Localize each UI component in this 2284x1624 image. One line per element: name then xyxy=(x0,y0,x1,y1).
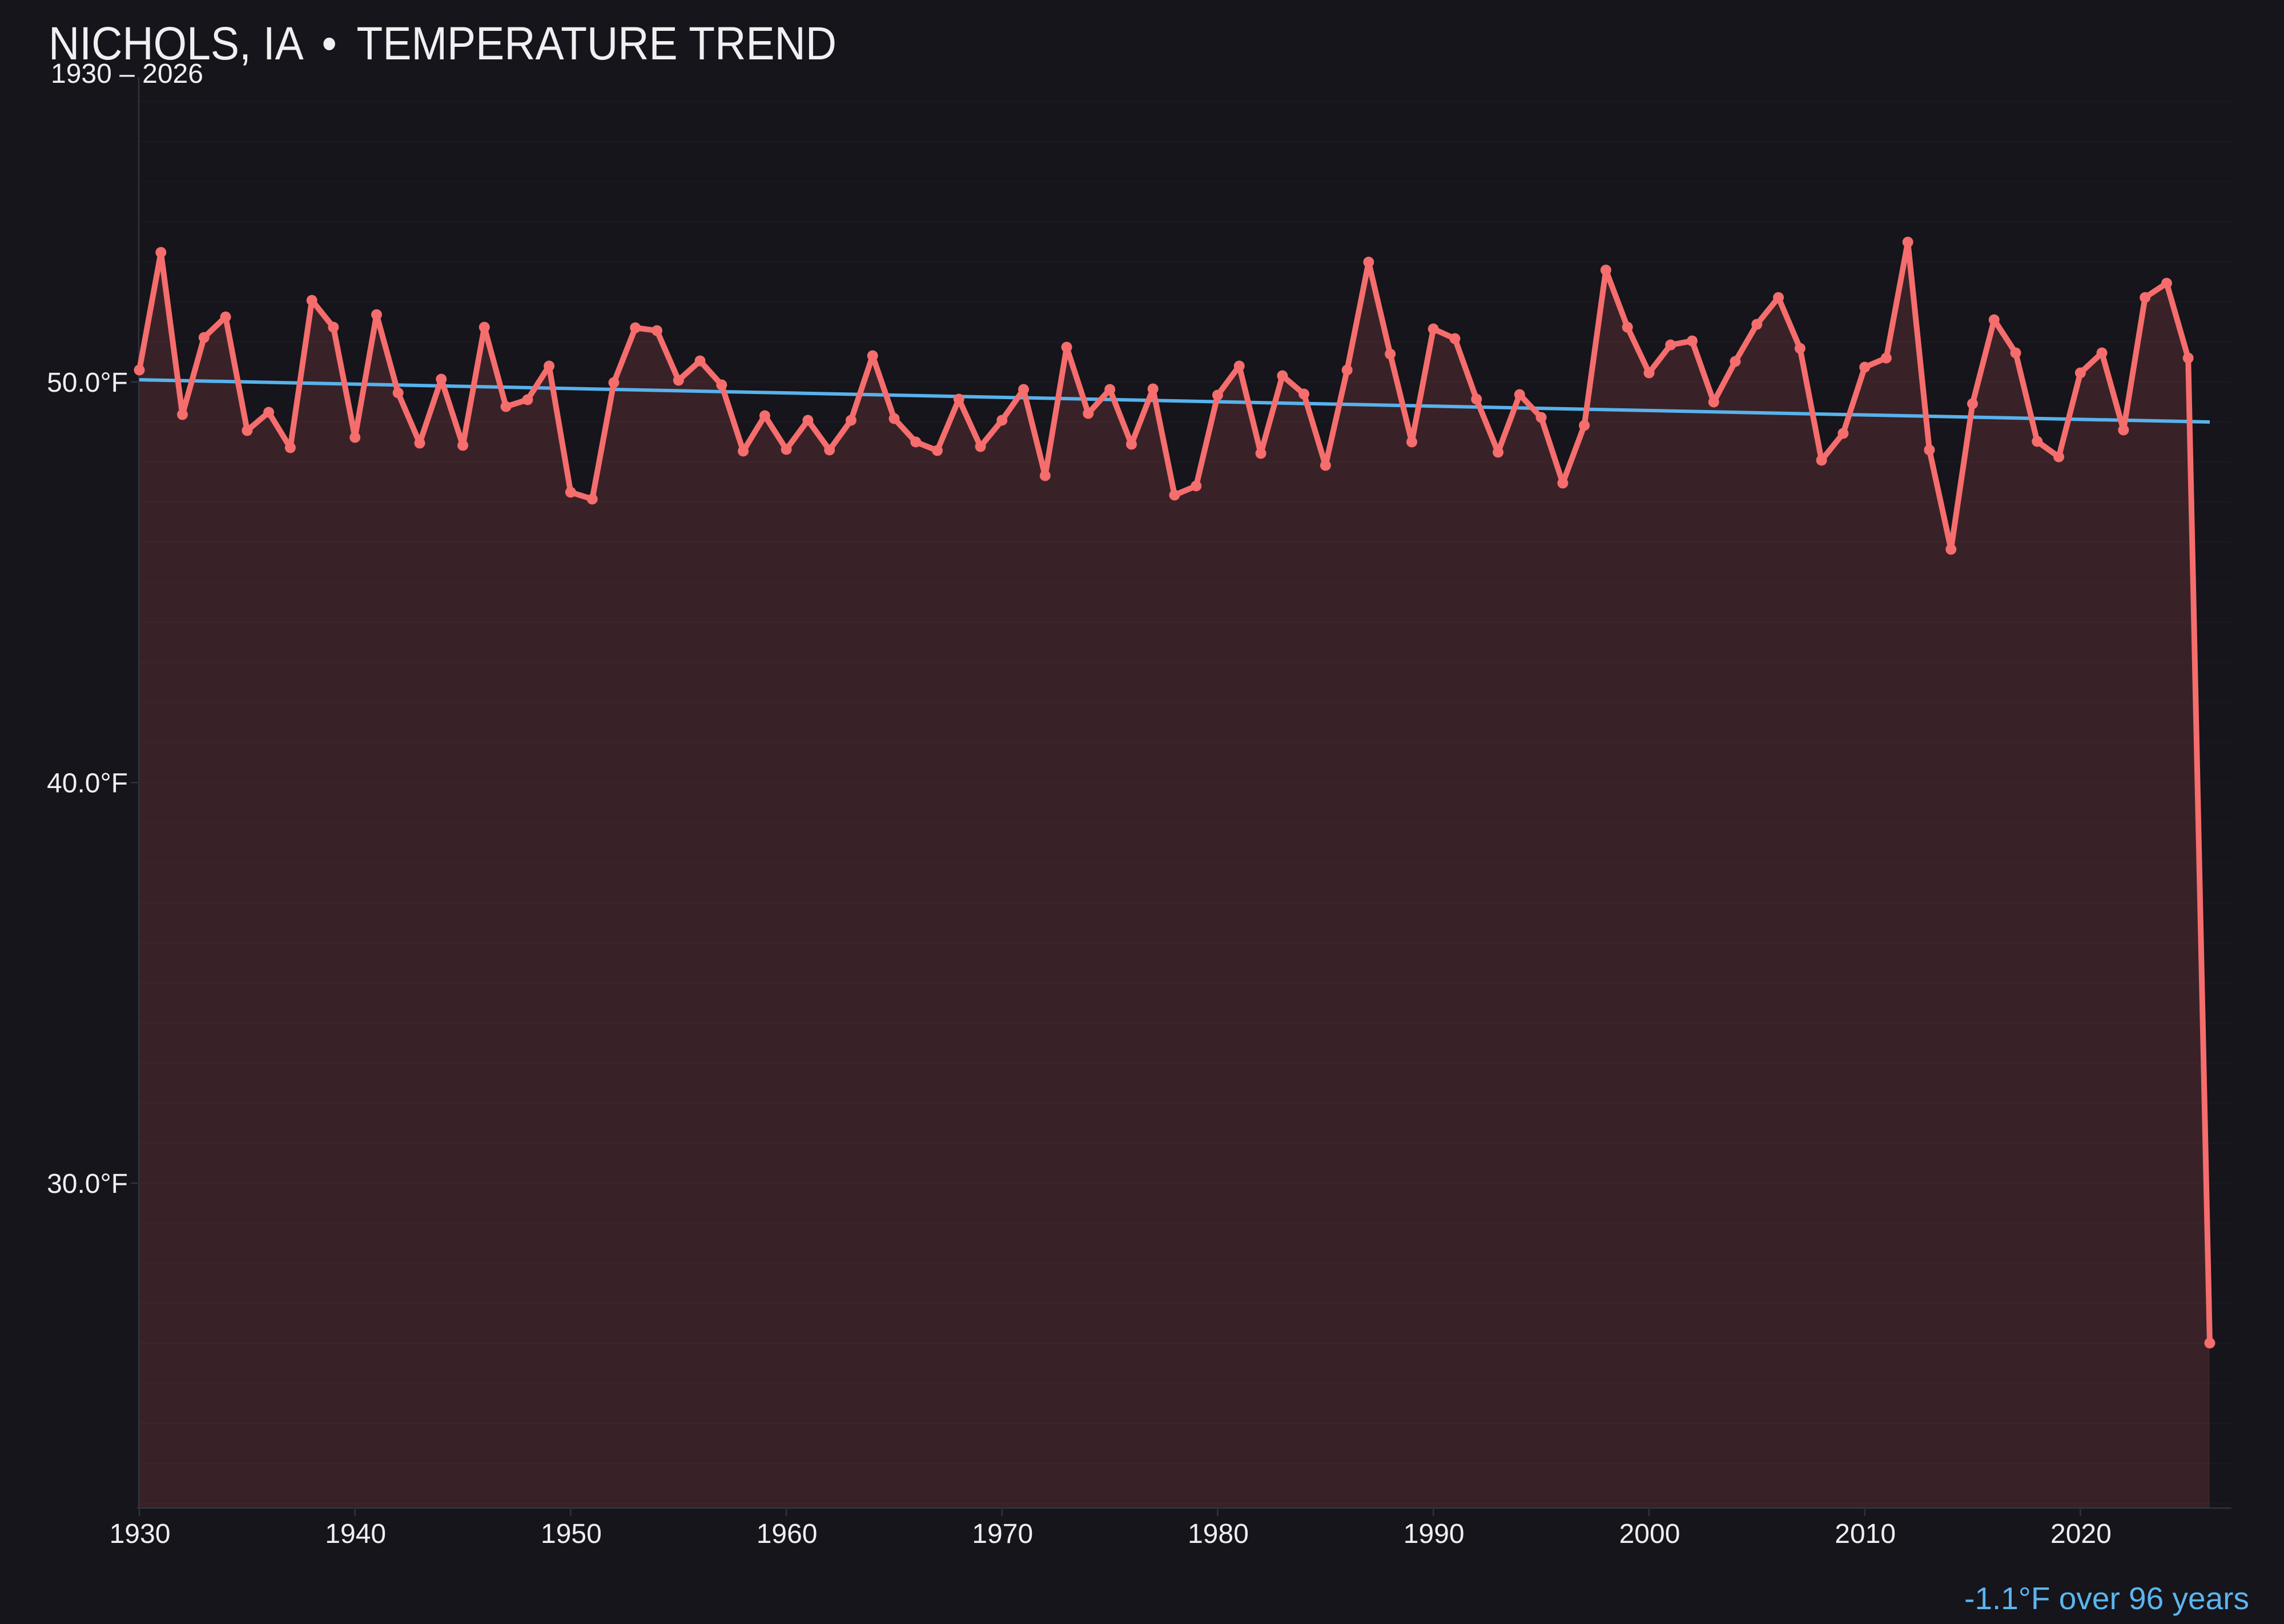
svg-text:1950: 1950 xyxy=(541,1519,602,1549)
svg-text:1930: 1930 xyxy=(110,1519,171,1549)
svg-text:-1.1°F over 96 years: -1.1°F over 96 years xyxy=(1964,1581,2249,1616)
svg-text:NICHOLS, IA • TEMPERATURE TR: NICHOLS, IA • TEMPERATURE TREND xyxy=(49,18,837,70)
svg-text:1980: 1980 xyxy=(1188,1519,1249,1549)
svg-text:1940: 1940 xyxy=(325,1519,386,1549)
svg-text:1930 – 2026: 1930 – 2026 xyxy=(51,59,203,89)
svg-text:40.0°F: 40.0°F xyxy=(47,769,128,799)
svg-text:30.0°F: 30.0°F xyxy=(47,1169,128,1199)
svg-text:2000: 2000 xyxy=(1619,1519,1680,1549)
svg-text:1960: 1960 xyxy=(757,1519,818,1549)
svg-text:1990: 1990 xyxy=(1404,1519,1465,1549)
svg-text:2010: 2010 xyxy=(1835,1519,1896,1549)
svg-text:1970: 1970 xyxy=(972,1519,1033,1549)
svg-text:2020: 2020 xyxy=(2050,1519,2112,1549)
svg-text:50.0°F: 50.0°F xyxy=(47,368,128,398)
